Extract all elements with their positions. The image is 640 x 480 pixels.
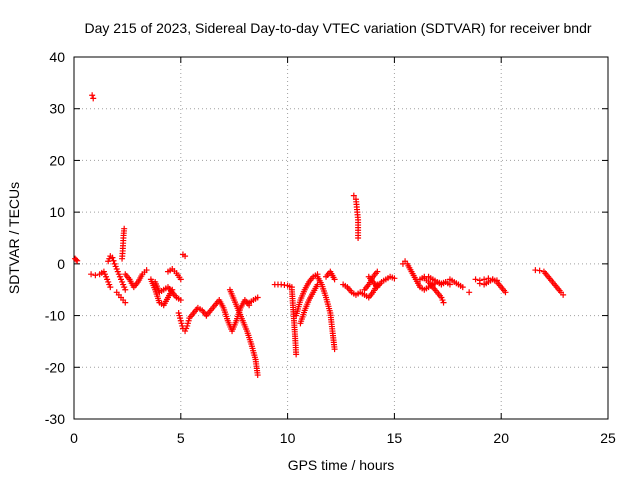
data-point xyxy=(476,280,483,287)
data-point xyxy=(459,284,466,291)
x-tick-label: 15 xyxy=(387,430,403,446)
x-axis-label: GPS time / hours xyxy=(288,457,395,473)
data-point xyxy=(88,271,95,278)
data-points xyxy=(72,92,567,379)
x-tick-label: 20 xyxy=(493,430,509,446)
y-axis-tick-labels: 40 30 20 10 0 -10 -20 -30 xyxy=(45,49,65,427)
data-point xyxy=(536,267,543,274)
plot-frame xyxy=(73,56,609,420)
data-point xyxy=(254,372,261,379)
data-point xyxy=(331,276,338,283)
axis-ticks xyxy=(73,56,609,420)
y-tick-label: -30 xyxy=(45,411,65,427)
data-point xyxy=(254,294,261,301)
y-tick-label: -20 xyxy=(45,359,65,375)
data-point xyxy=(355,235,362,241)
y-tick-label: 10 xyxy=(49,204,65,220)
data-point xyxy=(446,281,453,288)
data-point xyxy=(466,289,473,296)
x-tick-label: 0 xyxy=(70,430,78,446)
data-point xyxy=(493,277,500,284)
data-point xyxy=(293,351,300,358)
data-point xyxy=(121,225,128,232)
x-axis-tick-labels: 0 5 10 15 20 25 xyxy=(70,430,616,446)
x-tick-label: 25 xyxy=(600,430,616,446)
data-point xyxy=(122,299,129,306)
data-point xyxy=(177,276,184,283)
data-point xyxy=(90,95,97,102)
data-point xyxy=(182,253,189,260)
y-tick-label: 0 xyxy=(57,256,65,272)
data-point xyxy=(560,291,567,298)
y-axis-label: SDTVAR / TECUs xyxy=(6,182,22,294)
data-point xyxy=(89,92,96,99)
data-point xyxy=(502,289,509,296)
data-point xyxy=(391,275,398,282)
data-point xyxy=(481,276,488,283)
data-point xyxy=(440,299,447,306)
data-point xyxy=(331,346,338,353)
data-point xyxy=(110,257,117,264)
data-point xyxy=(374,268,381,275)
data-point xyxy=(109,254,116,261)
data-point xyxy=(350,192,357,199)
data-point xyxy=(107,284,114,291)
data-point xyxy=(489,276,496,283)
y-tick-label: 30 xyxy=(49,101,65,117)
data-point xyxy=(177,297,184,304)
chart-title: Day 215 of 2023, Sidereal Day-to-day VTE… xyxy=(84,20,591,36)
y-tick-label: -10 xyxy=(45,308,65,324)
data-point xyxy=(472,276,479,283)
data-point xyxy=(74,257,81,264)
data-point xyxy=(92,272,99,279)
grid-lines xyxy=(74,57,608,419)
x-tick-label: 10 xyxy=(280,430,296,446)
data-point xyxy=(143,267,150,274)
y-tick-label: 40 xyxy=(49,49,65,65)
y-tick-label: 20 xyxy=(49,152,65,168)
data-point xyxy=(442,278,449,285)
x-tick-label: 5 xyxy=(177,430,185,446)
data-point xyxy=(73,256,80,263)
data-point xyxy=(122,286,129,293)
